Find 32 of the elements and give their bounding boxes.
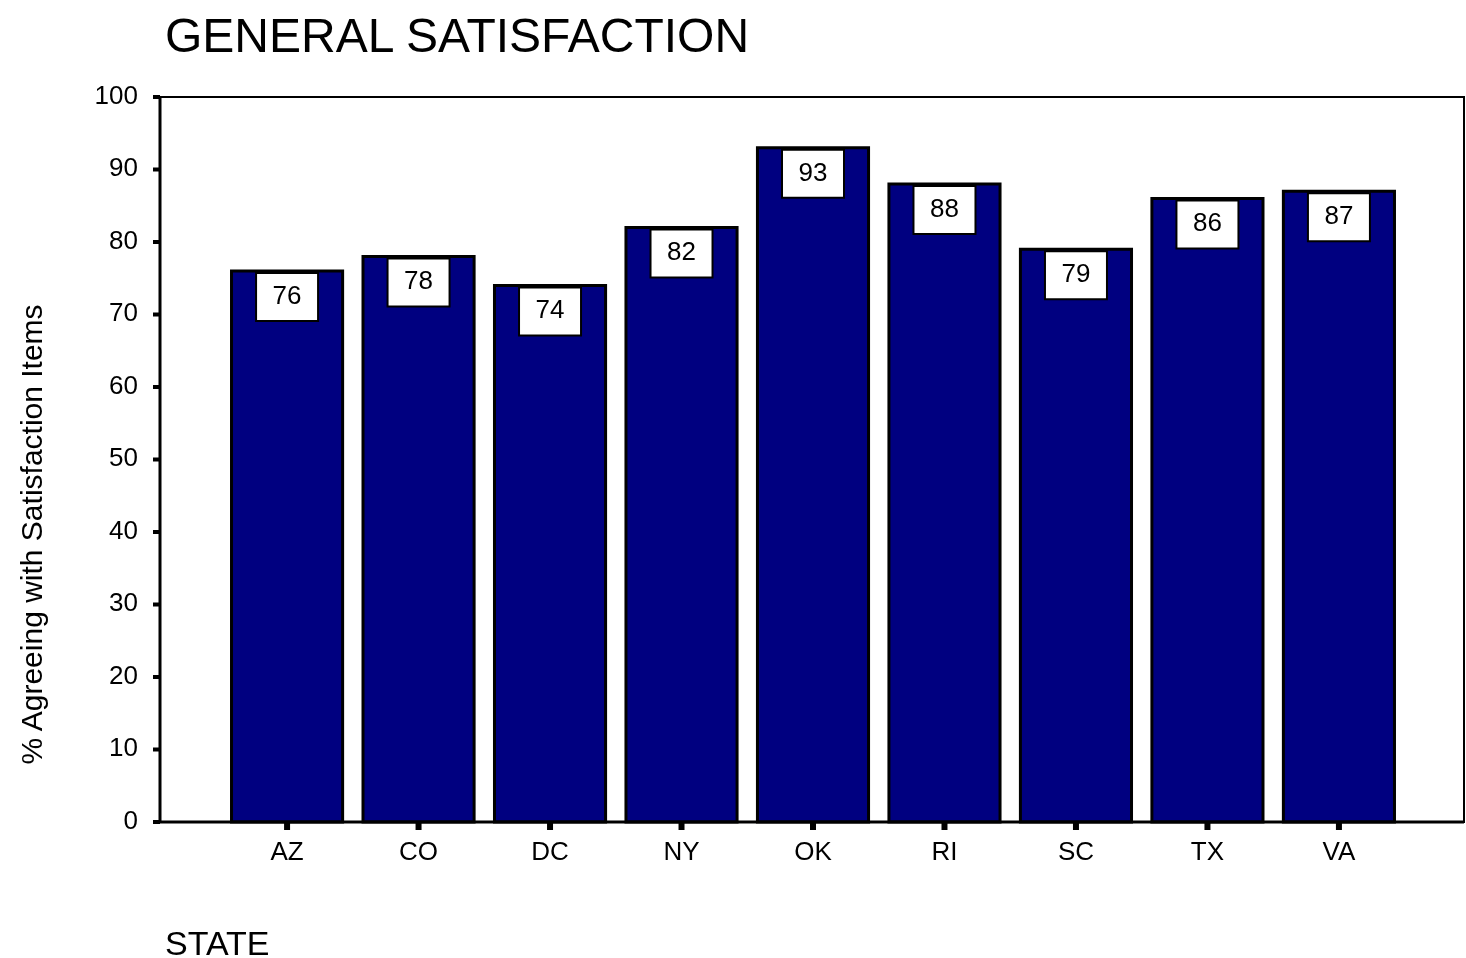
y-tick-label: 40 <box>109 514 138 545</box>
data-label: 82 <box>667 236 696 267</box>
y-tick-label: 30 <box>109 587 138 618</box>
y-tick-label: 70 <box>109 297 138 328</box>
y-tick-label: 90 <box>109 152 138 183</box>
data-label: 76 <box>272 279 302 310</box>
x-tick-label: NY <box>663 835 700 866</box>
y-tick-label: 100 <box>94 79 138 110</box>
data-label: 79 <box>1061 258 1091 289</box>
data-label: 78 <box>404 265 434 296</box>
data-label: 93 <box>798 156 828 187</box>
y-tick-label: 20 <box>109 659 138 690</box>
y-tick-label: 10 <box>109 732 138 763</box>
x-axis-title: STATE <box>165 924 270 958</box>
y-tick-label: 50 <box>109 442 138 473</box>
x-tick-label: CO <box>399 835 439 866</box>
x-tick-label: TX <box>1190 835 1225 866</box>
x-tick-label: DC <box>531 835 569 866</box>
y-tick-label: 60 <box>109 369 138 400</box>
y-tick-label: 0 <box>123 804 138 835</box>
chart-title: GENERAL SATISFACTION <box>165 9 750 62</box>
data-label: 86 <box>1192 207 1222 238</box>
x-tick-label: RI <box>931 835 958 866</box>
x-tick-label: OK <box>794 835 833 866</box>
y-tick-label: 80 <box>109 224 138 255</box>
x-tick-label: SC <box>1057 835 1095 866</box>
x-tick-label: AZ <box>270 835 304 866</box>
data-label: 74 <box>535 294 565 325</box>
data-label: 87 <box>1324 200 1354 231</box>
data-label: 88 <box>930 192 959 223</box>
x-tick-label: VA <box>1322 835 1356 866</box>
y-axis-title: % Agreeing with Satisfaction Items <box>15 304 48 765</box>
